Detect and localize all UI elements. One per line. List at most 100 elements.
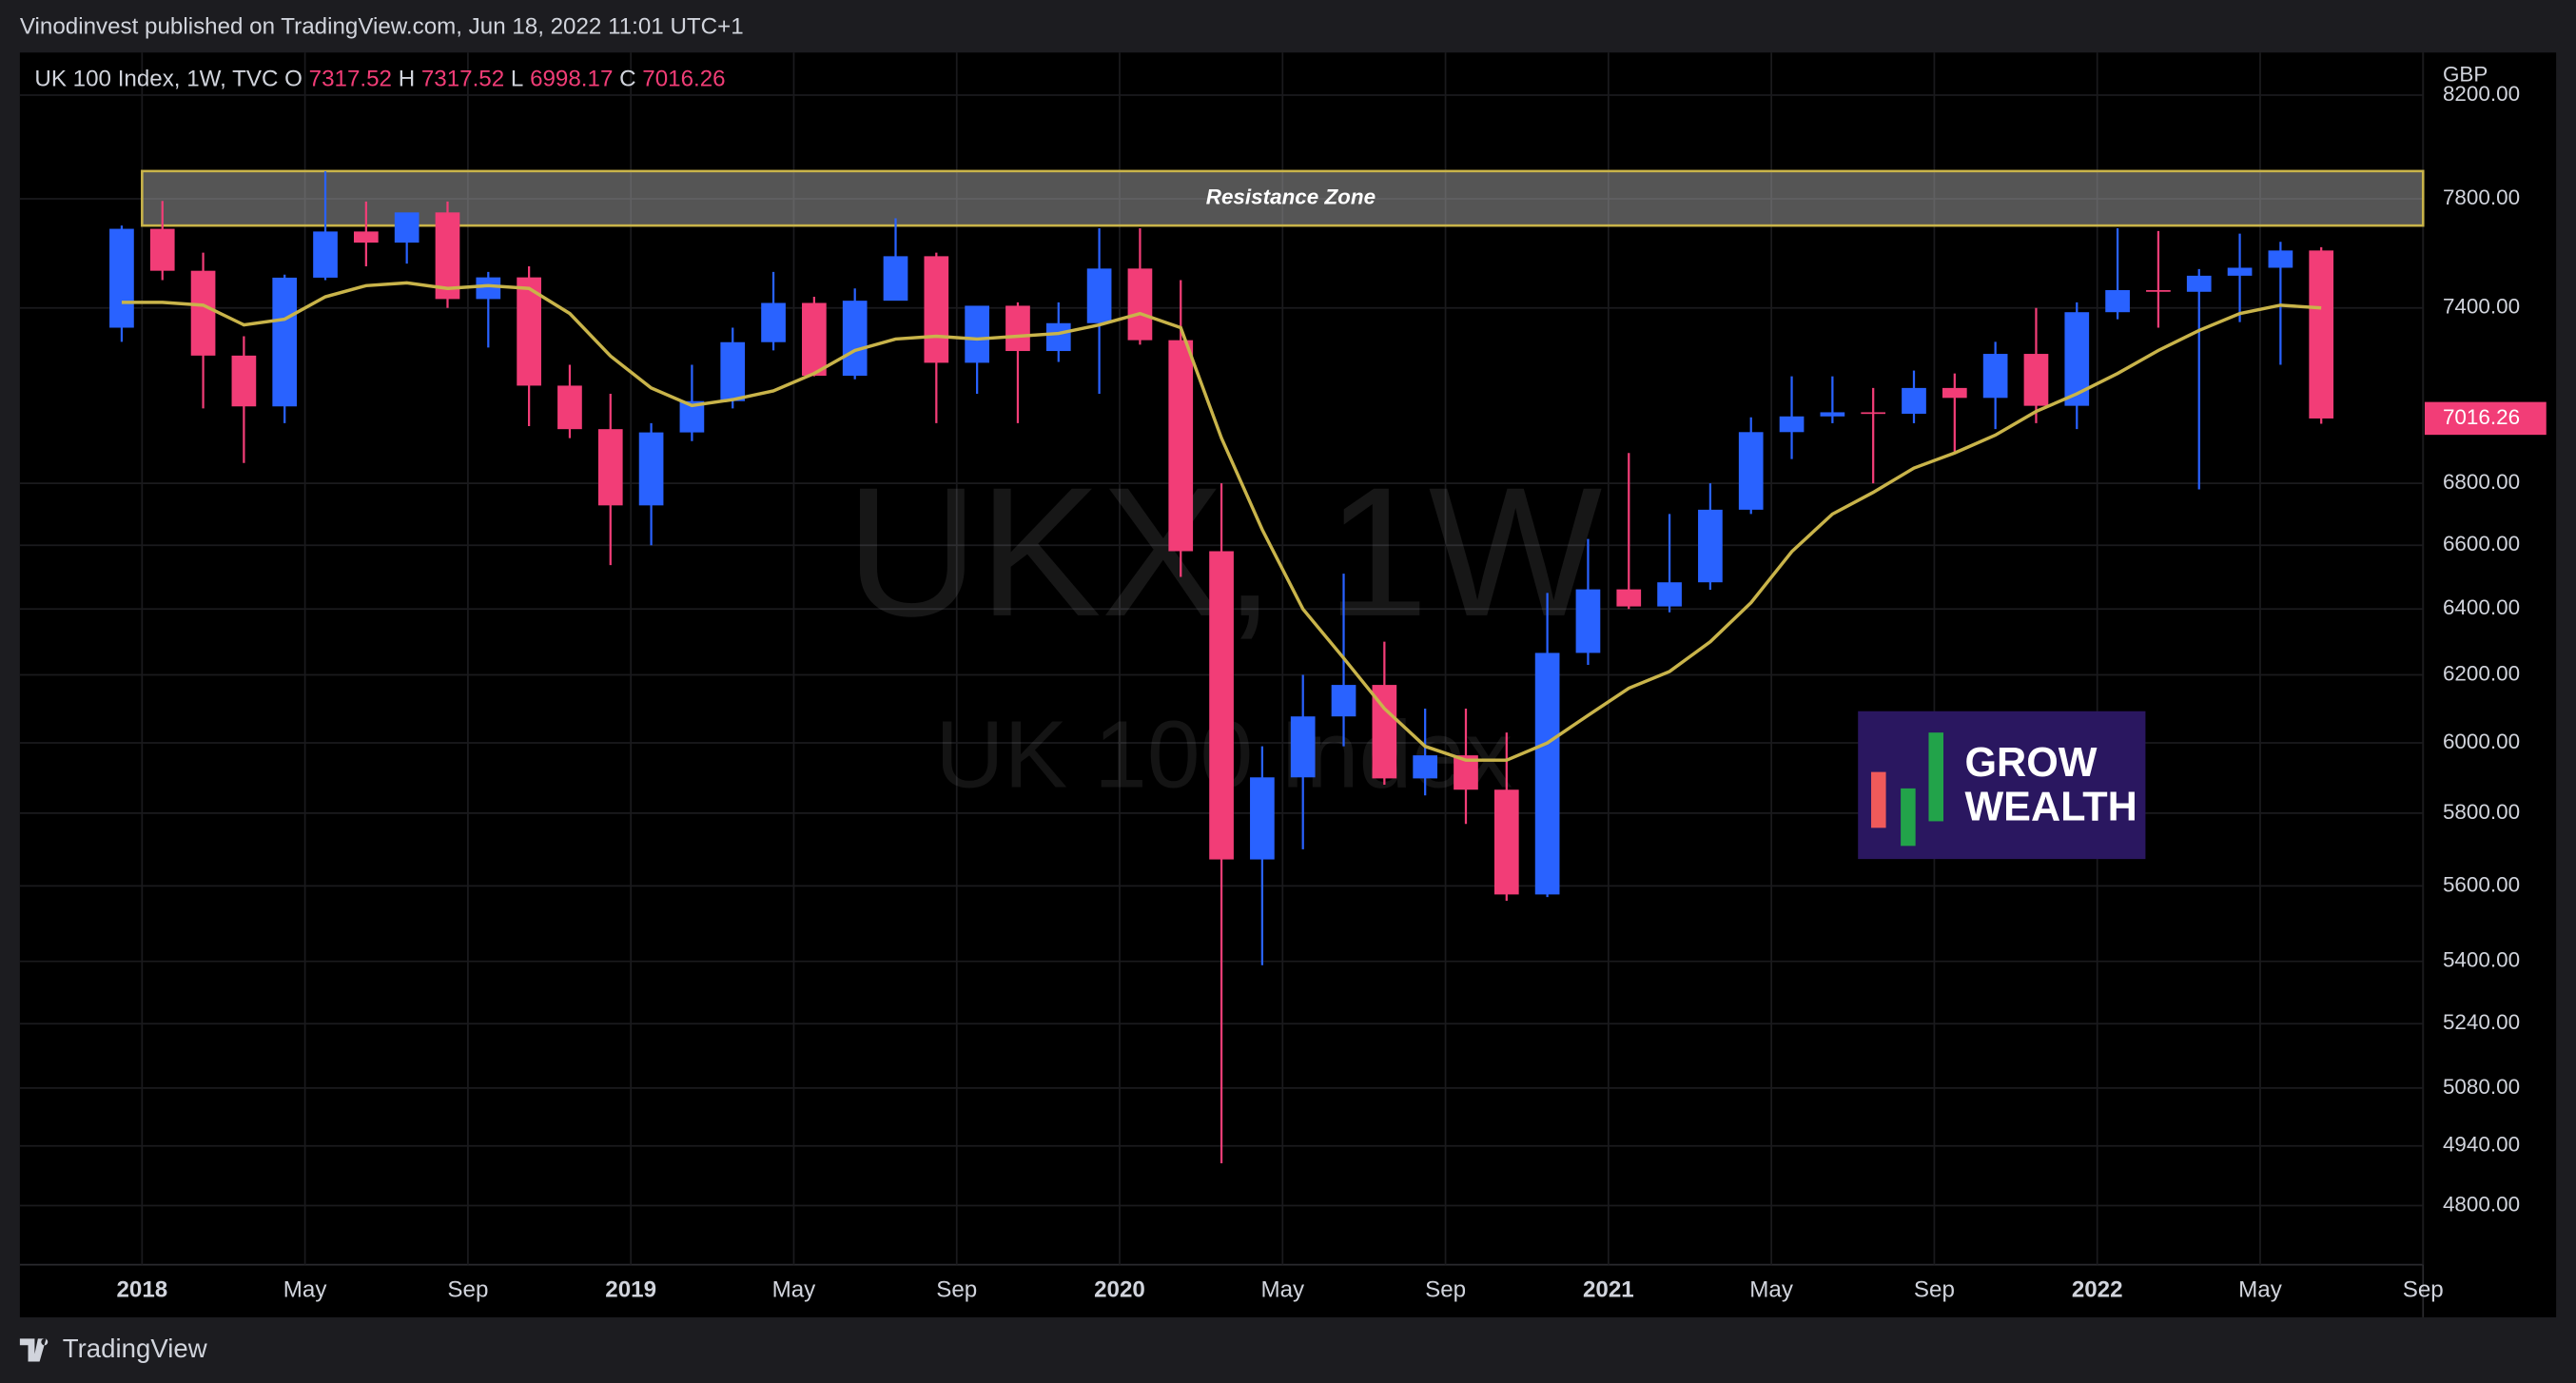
- x-tick-label: 2018: [116, 1277, 167, 1303]
- candle-body: [761, 302, 786, 342]
- y-tick-label: 7400.00: [2443, 295, 2520, 319]
- currency: GBP: [2443, 62, 2488, 86]
- publish-header: Vinodinvest published on TradingView.com…: [20, 14, 744, 40]
- y-tick-label: 5080.00: [2443, 1075, 2520, 1099]
- y-tick-label: 5600.00: [2443, 872, 2520, 896]
- candle-body: [1779, 416, 1805, 433]
- candle-body: [1902, 387, 1926, 414]
- candle-body: [517, 277, 541, 386]
- candle-body: [394, 212, 420, 243]
- brand-name[interactable]: TradingView: [63, 1334, 207, 1363]
- x-tick-label: Sep: [936, 1277, 977, 1303]
- logo-text: GROW: [1964, 740, 2097, 786]
- x-tick-label: Sep: [2403, 1277, 2444, 1303]
- candle-body: [1005, 305, 1030, 352]
- y-tick-label: 6400.00: [2443, 595, 2520, 619]
- x-tick-label: 2022: [2072, 1277, 2123, 1303]
- candle-body: [1534, 653, 1560, 895]
- legend-field-value: 7317.52: [309, 67, 392, 92]
- x-tick-label: May: [772, 1277, 817, 1303]
- y-tick-label: 5800.00: [2443, 800, 2520, 824]
- logo-bar: [1901, 788, 1916, 847]
- x-tick-label: 2019: [605, 1277, 656, 1303]
- candle-body: [1982, 354, 2008, 399]
- y-tick-label: 5400.00: [2443, 948, 2520, 972]
- candle-body: [1045, 322, 1071, 352]
- logo-bar: [1871, 771, 1886, 828]
- candle-body: [1086, 268, 1112, 323]
- tradingview-brand: TradingView: [19, 1334, 207, 1363]
- candle-body: [2023, 354, 2049, 406]
- candle-body: [190, 270, 216, 356]
- candle-body: [1250, 777, 1275, 860]
- y-tick-label: 4940.00: [2443, 1133, 2520, 1157]
- candle-body: [231, 355, 257, 407]
- price-label-box: [2424, 401, 2547, 436]
- candle-body: [802, 302, 827, 377]
- x-tick-label: Sep: [1914, 1277, 1955, 1303]
- candle-body: [149, 228, 175, 271]
- x-tick-label: May: [1749, 1277, 1794, 1303]
- candle-body: [1209, 551, 1234, 860]
- x-tick-label: May: [1260, 1277, 1305, 1303]
- candles: [109, 171, 2334, 1163]
- candle-body: [883, 256, 908, 302]
- candle-body: [272, 277, 298, 407]
- candle-body: [2105, 290, 2130, 313]
- candle-body: [313, 231, 338, 278]
- candle-body: [2309, 250, 2334, 419]
- legend-symbol: UK 100 Index, 1W, TVC: [34, 67, 278, 92]
- x-tick-label: 2020: [1094, 1277, 1145, 1303]
- candle-body: [1942, 387, 1967, 399]
- x-tick-label: Sep: [447, 1277, 488, 1303]
- candle-body: [476, 277, 501, 300]
- moving-average: [121, 281, 2322, 762]
- legend-field-label: H: [399, 67, 415, 92]
- logo: GROW WEALTH: [1858, 711, 2146, 860]
- resistance-zone-label: Resistance Zone: [1206, 185, 1376, 208]
- price-label: 7016.26: [2443, 405, 2520, 429]
- candle-body: [1413, 755, 1438, 779]
- candle-body: [597, 429, 623, 506]
- logo-text: WEALTH: [1964, 785, 2137, 830]
- legend-field-value: 7317.52: [421, 67, 504, 92]
- legend-field-value: 6998.17: [530, 67, 613, 92]
- y-tick-label: 6000.00: [2443, 730, 2520, 753]
- candle-body: [638, 432, 664, 506]
- candle-body: [1698, 509, 1723, 583]
- candle-body: [842, 301, 868, 377]
- candle-body: [1616, 589, 1642, 607]
- legend-field-label: C: [619, 67, 635, 92]
- candle-body: [1127, 268, 1153, 341]
- x-tick-label: May: [283, 1277, 328, 1303]
- x-tick-label: 2021: [1583, 1277, 1634, 1303]
- y-tick-label: 8200.00: [2443, 82, 2520, 106]
- candle-body: [2186, 275, 2212, 292]
- y-tick-label: 6200.00: [2443, 661, 2520, 685]
- y-tick-label: 7800.00: [2443, 185, 2520, 209]
- candle-body: [2146, 290, 2171, 292]
- candle-body: [109, 228, 134, 328]
- x-tick-label: May: [2238, 1277, 2283, 1303]
- candle-body: [1575, 589, 1601, 653]
- resistance-zone: [141, 169, 2425, 227]
- logo-bar: [1928, 732, 1944, 822]
- candle-body: [354, 231, 379, 243]
- candle-body: [2227, 267, 2253, 276]
- legend-field-label: L: [511, 67, 523, 92]
- candle-body: [557, 385, 582, 430]
- candle-body: [965, 305, 989, 363]
- y-tick-label: 6600.00: [2443, 532, 2520, 555]
- brand-icon: [19, 1338, 49, 1362]
- candle-body: [2268, 250, 2293, 268]
- x-tick-label: Sep: [1425, 1277, 1466, 1303]
- y-tick-label: 6800.00: [2443, 470, 2520, 494]
- legend: UK 100 Index, 1W, TVC O 7317.52 H 7317.5…: [34, 67, 725, 92]
- candle-body: [924, 256, 949, 363]
- candle-body: [2064, 312, 2090, 406]
- candle-body: [1820, 412, 1845, 417]
- candle-body: [1861, 412, 1886, 415]
